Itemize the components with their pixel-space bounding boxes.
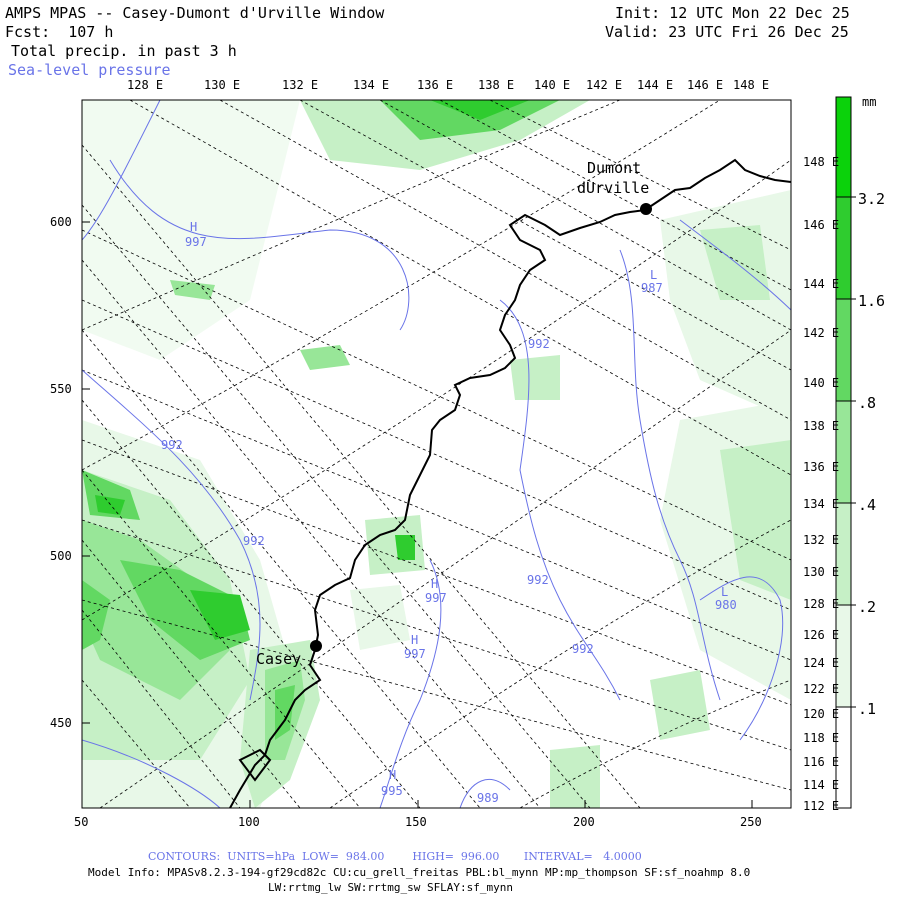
top-lon-label: 130 E (204, 78, 241, 92)
colorbar-unit: mm (862, 95, 877, 109)
top-lon-label: 138 E (478, 78, 515, 92)
y-axis-label: 450 (50, 716, 72, 730)
high-marker: H (431, 577, 439, 591)
right-lon-label: 120 E (803, 707, 840, 721)
top-lon-label: 132 E (282, 78, 319, 92)
colorbar-level: 3.2 (858, 190, 886, 208)
right-lon-label: 138 E (803, 419, 840, 433)
right-lon-label: 114 E (803, 778, 840, 792)
y-axis-label: 550 (50, 382, 72, 396)
top-lon-label: 134 E (353, 78, 390, 92)
right-lon-label: 116 E (803, 755, 840, 769)
contour-label: 987 (641, 281, 663, 295)
top-lon-label: 144 E (637, 78, 674, 92)
x-axis-label: 150 (405, 815, 427, 829)
colorbar-level: .2 (858, 598, 877, 616)
top-lon-label: 140 E (534, 78, 571, 92)
right-lon-label: 148 E (803, 155, 840, 169)
x-axis-label: 200 (573, 815, 595, 829)
right-lon-label: 122 E (803, 682, 840, 696)
contour-label: 992 (528, 337, 550, 351)
right-lon-label: 142 E (803, 326, 840, 340)
physics-info: LW:rrtmg_lw SW:rrtmg_sw SFLAY:sf_mynn (268, 881, 514, 894)
colorbar-level: .8 (858, 394, 877, 412)
low-marker: L (721, 585, 729, 599)
contour-label: 989 (477, 791, 499, 805)
right-lon-label: 144 E (803, 277, 840, 291)
axis-ticks (81, 221, 753, 808)
contours-info: CONTOURS: UNITS=hPa LOW= 984.00 HIGH= 99… (148, 850, 642, 863)
right-lon-label: 132 E (803, 533, 840, 547)
overlay-name: Sea-level pressure (8, 61, 171, 79)
plot-frame (81, 99, 792, 809)
slp-contours (82, 100, 791, 808)
init-time: Init: 12 UTC Mon 22 Dec 25 (615, 4, 850, 22)
y-axis-label: 600 (50, 215, 72, 229)
colorbar-level: .1 (858, 700, 877, 718)
right-lon-label: 126 E (803, 628, 840, 642)
contour-label: 992 (161, 438, 183, 452)
right-lon-label: 118 E (803, 731, 840, 745)
right-lon-label: 140 E (803, 376, 840, 390)
x-axis-label: 250 (740, 815, 762, 829)
contour-label: 992 (572, 642, 594, 656)
station-label-durville: dUrville (577, 179, 650, 197)
right-lon-label: 134 E (803, 497, 840, 511)
precip-shading (82, 100, 791, 808)
y-axis-label: 500 (50, 549, 72, 563)
contour-label: 980 (715, 598, 737, 612)
high-marker: H (411, 633, 419, 647)
dumont-durville-marker (640, 203, 652, 215)
top-lon-label: 142 E (586, 78, 623, 92)
graticule (82, 100, 791, 808)
right-lon-label: 128 E (803, 597, 840, 611)
x-axis-label: 50 (74, 815, 89, 829)
top-lon-label: 148 E (733, 78, 770, 92)
map-title: AMPS MPAS -- Casey-Dumont d'Urville Wind… (5, 4, 385, 22)
model-info: Model Info: MPASv8.2.3-194-gf29cd82c CU:… (88, 866, 751, 879)
right-lon-label: 112 E (803, 799, 840, 813)
right-lon-label: 130 E (803, 565, 840, 579)
contour-label: 997 (404, 647, 426, 661)
x-axis-label: 100 (238, 815, 260, 829)
colorbar-level: 1.6 (858, 292, 886, 310)
colorbar (835, 96, 856, 809)
valid-time: Valid: 23 UTC Fri 26 Dec 25 (605, 23, 849, 41)
contour-label: 992 (527, 573, 549, 587)
colorbar-level: .4 (858, 496, 877, 514)
station-label-dumont: Dumont (587, 159, 642, 177)
right-lon-label: 124 E (803, 656, 840, 670)
contour-label: 992 (243, 534, 265, 548)
contour-label: 997 (425, 591, 447, 605)
low-marker: L (650, 268, 658, 282)
forecast-hour: Fcst: 107 h (5, 23, 114, 41)
contour-label: 997 (185, 235, 207, 249)
right-lon-label: 146 E (803, 218, 840, 232)
field-name: Total precip. in past 3 h (11, 42, 237, 60)
contour-label: 995 (381, 784, 403, 798)
right-lon-label: 136 E (803, 460, 840, 474)
station-label-casey: Casey (256, 650, 302, 668)
top-lon-label: 146 E (687, 78, 724, 92)
high-marker: H (389, 768, 397, 782)
top-lon-label: 136 E (417, 78, 454, 92)
top-lon-label: 128 E (127, 78, 164, 92)
high-marker: H (190, 220, 198, 234)
casey-marker (310, 640, 322, 652)
